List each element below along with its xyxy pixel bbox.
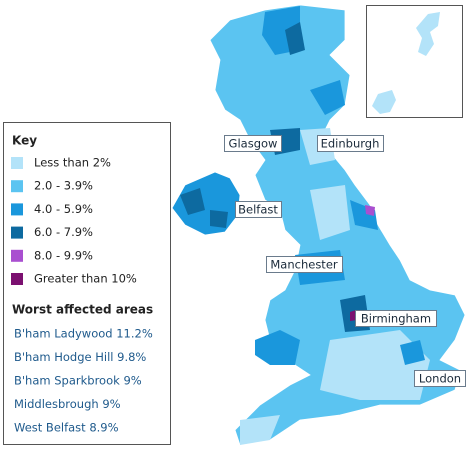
city-box	[414, 370, 466, 387]
worst-area: B'ham Hodge Hill 9.8%	[14, 350, 146, 364]
region	[285, 22, 305, 55]
region	[240, 415, 280, 445]
worst-area: Middlesbrough 9%	[14, 397, 121, 411]
key-swatch	[11, 226, 23, 239]
key-swatch	[11, 157, 23, 169]
city-label: London	[419, 372, 461, 386]
worst-area: B'ham Sparkbrook 9%	[14, 374, 142, 388]
city-box	[224, 135, 282, 152]
key-panel	[3, 122, 171, 445]
region	[310, 80, 345, 115]
key-swatch	[11, 180, 23, 193]
city-label: Manchester	[270, 258, 338, 272]
region	[180, 188, 205, 215]
city-label: Edinburgh	[321, 137, 380, 151]
region	[210, 210, 228, 228]
region	[255, 330, 300, 365]
key-swatch	[11, 203, 23, 216]
key-label: 4.0 - 5.9%	[34, 202, 93, 216]
region	[365, 205, 375, 216]
region	[350, 200, 378, 230]
orkney	[372, 90, 396, 114]
city-box	[235, 201, 282, 218]
worst-title: Worst affected areas	[12, 303, 153, 317]
key-swatch	[11, 249, 23, 262]
key-label: 8.0 - 9.9%	[34, 248, 93, 262]
key-swatch	[11, 273, 23, 285]
worst-area: B'ham Ladywood 11.2%	[14, 327, 153, 341]
key-label: Greater than 10%	[34, 272, 137, 286]
city-box	[317, 135, 384, 152]
city-box	[355, 310, 437, 327]
key-items: Less than 2% 2.0 - 3.9% 4.0 - 5.9% 6.0 - 7.…	[11, 156, 137, 286]
region	[310, 185, 350, 240]
worst-items: B'ham Ladywood 11.2% B'ham Hodge Hill 9.8…	[14, 327, 153, 435]
city-label: Birmingham	[361, 312, 431, 326]
shetland	[416, 12, 440, 56]
worst-area: West Belfast 8.9%	[14, 421, 119, 435]
key-label: Less than 2%	[34, 156, 111, 170]
city-label: Belfast	[238, 203, 278, 217]
key-title: Key	[12, 134, 37, 148]
northern-ireland	[171, 171, 241, 236]
city-label: Glasgow	[229, 137, 278, 151]
city-box	[266, 256, 343, 273]
key-label: 2.0 - 3.9%	[34, 179, 93, 193]
key-label: 6.0 - 7.9%	[34, 225, 93, 239]
region	[400, 340, 425, 365]
